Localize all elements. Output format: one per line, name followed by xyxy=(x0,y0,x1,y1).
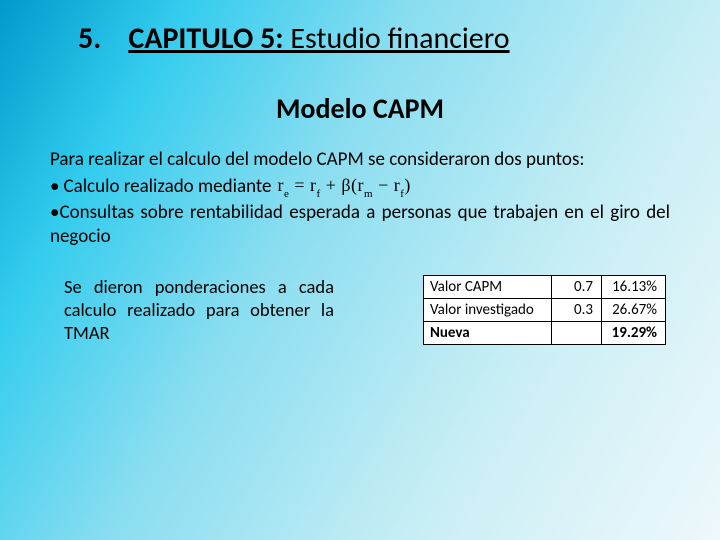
cell-label: Nueva xyxy=(424,321,552,344)
bullet2-text: Consultas sobre rentabilidad esperada a … xyxy=(50,201,670,248)
capm-table-wrap: Valor CAPM 0.7 16.13% Valor investigado … xyxy=(423,275,666,345)
subtitle: Modelo CAPM xyxy=(50,91,670,126)
slide: 5. CAPITULO 5: Estudio financiero Modelo… xyxy=(0,0,720,540)
formula-t1-sub: f xyxy=(317,188,321,200)
formula-t3-sub: f xyxy=(400,188,404,200)
cell-pct: 19.29% xyxy=(602,321,666,344)
formula-plus: + β( xyxy=(321,175,358,195)
formula-lhs-sub: e xyxy=(284,188,289,200)
bullet-2: •Consultas sobre rentabilidad esperada a… xyxy=(50,201,670,249)
title-rest: Estudio financiero xyxy=(284,20,510,57)
title-number: 5. xyxy=(78,20,101,57)
bullet-1: • Calculo realizado mediante re = rf + β… xyxy=(50,174,670,200)
capm-formula: re = rf + β(rm − rf) xyxy=(278,174,411,200)
cell-label: Valor investigado xyxy=(424,298,552,321)
cell-pct: 16.13% xyxy=(602,275,666,298)
cell-label: Valor CAPM xyxy=(424,275,552,298)
bullet-dot: • xyxy=(50,175,59,199)
bullet1-text: Calculo realizado mediante xyxy=(63,175,271,199)
cell-weight: 0.3 xyxy=(552,298,602,321)
formula-minus: − xyxy=(373,175,394,195)
capm-table: Valor CAPM 0.7 16.13% Valor investigado … xyxy=(423,275,666,345)
lower-row: Se dieron ponderaciones a cada calculo r… xyxy=(50,275,670,345)
table-row: Valor CAPM 0.7 16.13% xyxy=(424,275,666,298)
formula-t1: r xyxy=(310,175,317,195)
cell-empty xyxy=(552,321,602,344)
ponder-text: Se dieron ponderaciones a cada calculo r… xyxy=(64,275,334,344)
formula-eq: = xyxy=(289,175,310,195)
intro-text: Para realizar el calculo del modelo CAPM… xyxy=(50,148,670,172)
title-bold: CAPITULO 5: xyxy=(128,20,283,57)
cell-pct: 26.67% xyxy=(602,298,666,321)
body-text: Para realizar el calculo del modelo CAPM… xyxy=(50,148,670,249)
table-row: Valor investigado 0.3 26.67% xyxy=(424,298,666,321)
formula-t2-sub: m xyxy=(364,188,373,200)
cell-weight: 0.7 xyxy=(552,275,602,298)
formula-close: ) xyxy=(404,175,411,195)
slide-title: 5. CAPITULO 5: Estudio financiero xyxy=(78,20,670,57)
table-row-final: Nueva 19.29% xyxy=(424,321,666,344)
